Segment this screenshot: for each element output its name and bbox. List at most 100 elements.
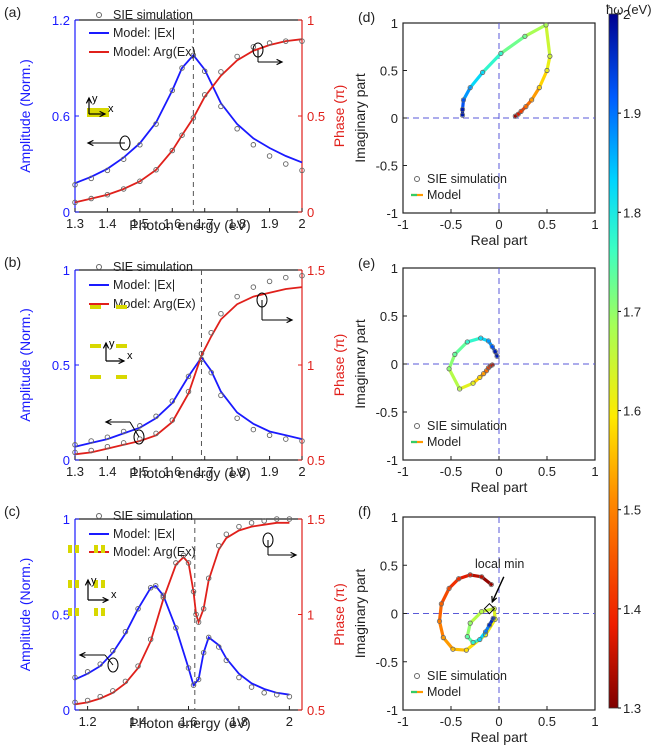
sie-marker xyxy=(266,278,273,285)
x-tick-label: 1 xyxy=(591,714,598,729)
colorbar-tick-label: 1.5 xyxy=(623,503,641,518)
y-tick-label: 0 xyxy=(391,357,398,372)
sie-marker xyxy=(446,585,452,592)
sie-marker xyxy=(169,147,176,154)
sie-marker xyxy=(218,69,224,75)
x-tick-label: 2 xyxy=(298,216,305,231)
x-tick-label: 1 xyxy=(591,464,598,479)
indicator-arrow xyxy=(104,654,114,666)
trajectory-segment xyxy=(437,602,443,623)
sie-marker xyxy=(153,121,159,127)
inset-x-label: x xyxy=(127,350,133,362)
sie-marker xyxy=(120,440,127,446)
sie-marker xyxy=(299,167,305,174)
sie-marker xyxy=(84,669,91,675)
sie-marker xyxy=(299,38,305,44)
y-tick-label: 1 xyxy=(63,512,70,527)
x-tick-label: 0.5 xyxy=(538,464,556,479)
nanorod-schematic xyxy=(68,608,72,616)
sie-marker xyxy=(201,92,208,98)
sie-marker xyxy=(479,574,485,580)
sie-marker xyxy=(200,606,207,612)
sie-marker xyxy=(234,53,240,60)
y-tick-label: 0.5 xyxy=(380,558,398,573)
y2-tick-label: 1 xyxy=(307,608,314,623)
panel-label: (e) xyxy=(358,255,375,271)
sie-marker xyxy=(97,661,103,667)
y-tick-label: -1 xyxy=(386,703,398,718)
spectrum-panel-a: 1.3 1.4 1.5 1.6 1.7 1.8 1.9 200.61.200.51Photon… xyxy=(4,4,347,233)
complex-panel-e: -1 -0.5 0 0.5 1 -1 -0.5 0 0.5 1 Real part Imaginary… xyxy=(352,255,599,495)
y-axis-label: Amplitude (Norm.) xyxy=(17,59,33,173)
y-tick-label: -0.5 xyxy=(376,405,398,420)
y-tick-label: 0.5 xyxy=(52,358,70,373)
sie-marker xyxy=(201,68,208,74)
x-tick-label: 1.3 xyxy=(66,464,84,479)
sie-marker xyxy=(470,380,476,386)
trajectory-segment xyxy=(468,609,484,625)
nanorod-schematic xyxy=(94,545,98,553)
complex-panel-d: -1 -0.5 0 0.5 1 -1 -0.5 0 0.5 1 Real part Imaginary… xyxy=(352,9,599,248)
sie-marker xyxy=(84,697,91,704)
sie-marker xyxy=(234,126,240,132)
y-tick-label: 0.5 xyxy=(380,64,398,79)
sie-marker xyxy=(440,635,446,641)
x-axis-label: Photon energy (eV) xyxy=(129,217,250,233)
y2-tick-label: 0.5 xyxy=(307,703,325,718)
nanorod-schematic xyxy=(101,545,105,553)
x-tick-label: 1 xyxy=(591,217,598,232)
sie-marker xyxy=(490,615,496,621)
sie-marker xyxy=(283,161,289,167)
sie-marker xyxy=(266,40,273,46)
sie-marker xyxy=(467,620,473,626)
x-tick-label: 1.4 xyxy=(129,714,147,729)
y-tick-label: 0 xyxy=(63,205,70,220)
sie-marker xyxy=(491,606,497,612)
sie-marker xyxy=(460,97,467,103)
sie-marker xyxy=(160,592,167,599)
sie-marker xyxy=(236,523,242,530)
y-axis-label: Imaginary part xyxy=(352,73,368,163)
trajectory-segment xyxy=(499,34,527,56)
y-tick-label: 0 xyxy=(63,703,70,718)
sie-marker xyxy=(104,191,111,198)
legend-label: SIE simulation xyxy=(113,260,193,274)
legend-marker-sie xyxy=(414,176,420,182)
sie-marker xyxy=(135,606,141,612)
inset-y-label: y xyxy=(109,338,115,350)
sie-marker xyxy=(459,112,466,118)
legend-label: Model xyxy=(427,188,461,202)
nanorod-schematic xyxy=(90,344,101,348)
legend: SIE simulation Model: |Ex| Model: Arg(Ex) xyxy=(89,8,196,59)
sie-marker xyxy=(218,392,224,399)
colorbar-tick-label: 1.7 xyxy=(623,304,641,319)
sie-marker xyxy=(180,552,187,559)
sie-marker xyxy=(205,575,212,581)
y-tick-label: 1 xyxy=(391,510,398,525)
amplitude-model-line xyxy=(74,355,303,448)
sie-marker xyxy=(489,344,495,350)
y2-tick-label: 0 xyxy=(307,205,314,220)
y2-axis-label: Phase (π) xyxy=(331,85,347,148)
colorbar-tick-label: 1.8 xyxy=(623,205,641,220)
colorbar-label: ħω (eV) xyxy=(606,2,652,17)
arrow-head xyxy=(102,341,110,349)
x-tick-label: -1 xyxy=(397,714,409,729)
annotation-arrow xyxy=(491,576,505,603)
sie-marker xyxy=(135,663,141,669)
sie-marker xyxy=(478,335,484,341)
sie-marker xyxy=(482,629,489,635)
sie-marker xyxy=(261,518,267,524)
sie-marker xyxy=(205,634,212,641)
sie-marker xyxy=(208,329,214,336)
sie-marker xyxy=(72,442,78,448)
sie-marker xyxy=(234,415,240,421)
nanorod-schematic xyxy=(87,108,109,117)
phase-model-line xyxy=(74,38,303,204)
sie-marker xyxy=(536,85,542,91)
legend-marker-sie xyxy=(414,673,420,679)
x-tick-label: -0.5 xyxy=(440,217,462,232)
arrow-head xyxy=(491,595,498,604)
y2-tick-label: 1 xyxy=(307,358,314,373)
sie-marker xyxy=(120,156,127,162)
